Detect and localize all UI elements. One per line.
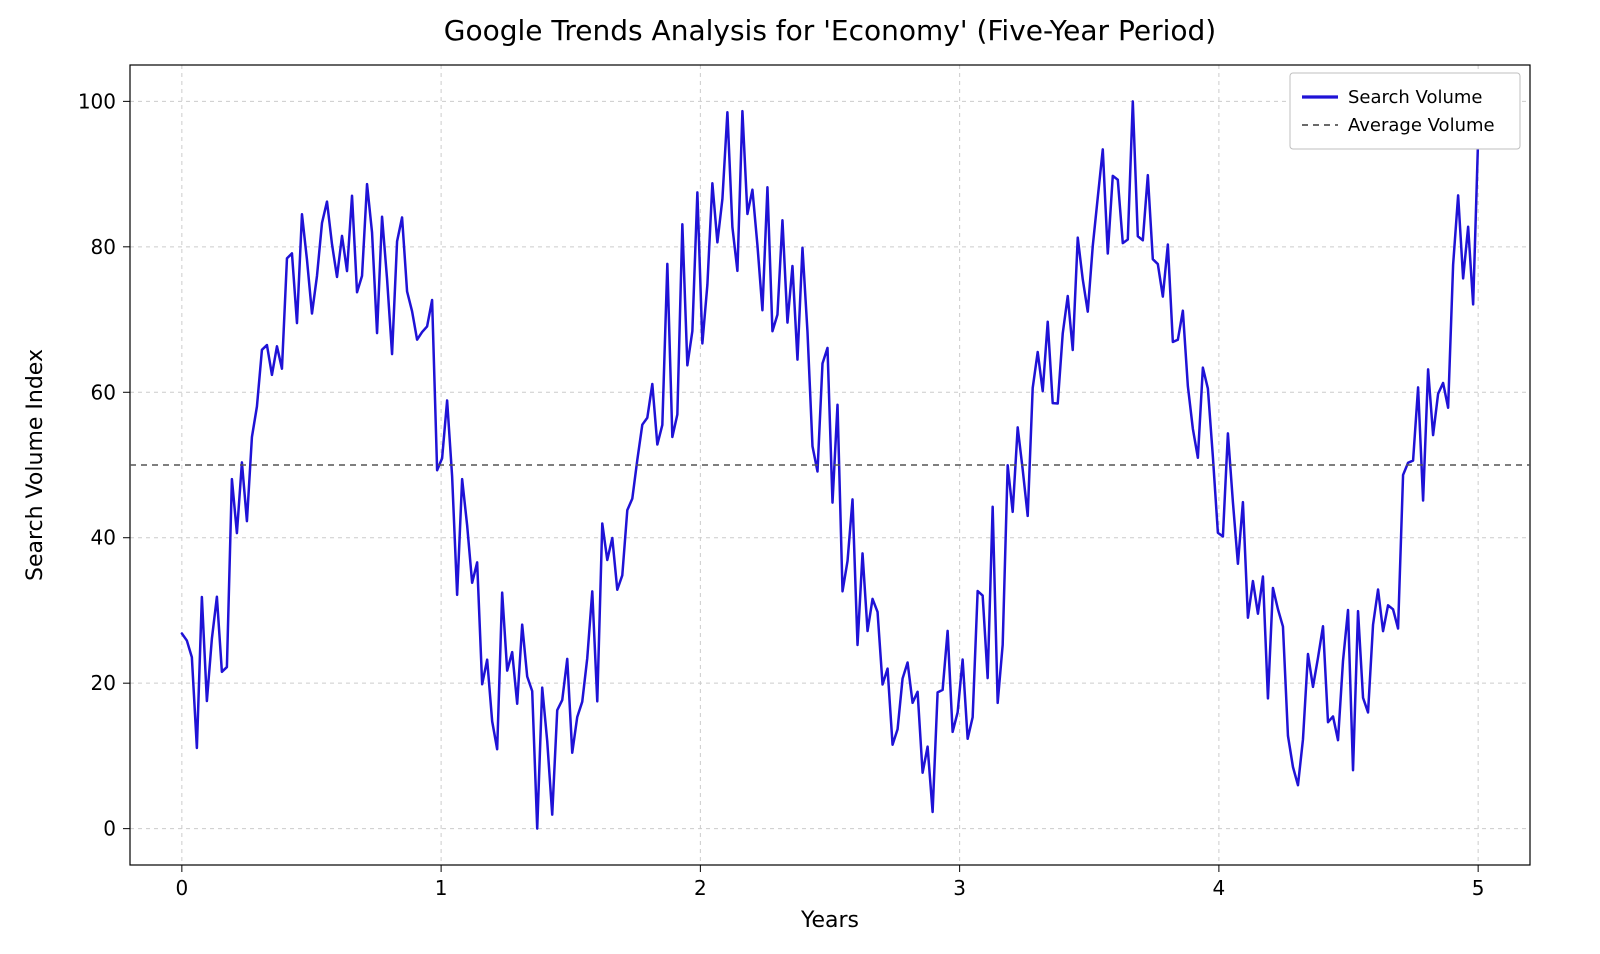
- chart-svg: 0 1 2 3 4 5 0 20 40 60 80 100 Years Search Volume Ind…: [0, 0, 1600, 954]
- chart-title: Google Trends Analysis for 'Economy' (Fi…: [444, 14, 1216, 47]
- legend-box: [1290, 73, 1520, 149]
- ytick-label: 100: [78, 89, 116, 113]
- y-axis-label: Search Volume Index: [23, 349, 48, 581]
- legend: Search Volume Average Volume: [1290, 73, 1520, 149]
- x-axis-label: Years: [800, 908, 859, 933]
- xtick-label: 2: [694, 876, 707, 900]
- xtick-label: 1: [435, 876, 448, 900]
- chart-container: 0 1 2 3 4 5 0 20 40 60 80 100 Years Search Volume Ind…: [0, 0, 1600, 954]
- ytick-label: 60: [91, 380, 116, 404]
- ytick-label: 20: [91, 671, 116, 695]
- ytick-label: 0: [103, 817, 116, 841]
- xtick-label: 3: [953, 876, 966, 900]
- xtick-label: 5: [1472, 876, 1485, 900]
- ytick-label: 80: [91, 235, 116, 259]
- xtick-label: 0: [175, 876, 188, 900]
- xtick-label: 4: [1213, 876, 1226, 900]
- legend-label-search-volume: Search Volume: [1348, 87, 1483, 108]
- legend-label-average-volume: Average Volume: [1348, 115, 1495, 136]
- ytick-label: 40: [91, 526, 116, 550]
